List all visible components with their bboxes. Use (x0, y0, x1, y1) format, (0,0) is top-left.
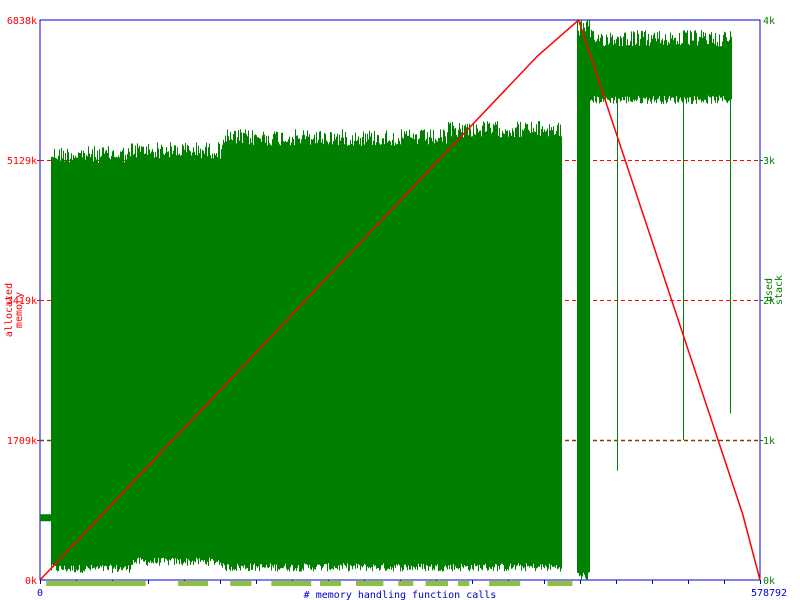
calls-bar (46, 581, 146, 586)
y-left-tick-label: 6838k (7, 16, 37, 27)
calls-bar (319, 581, 341, 586)
y-right-tick-label: 3k (763, 156, 775, 167)
y-left-axis-label: allocatedmemory (4, 283, 25, 337)
y-right-tick-label: 2k (763, 296, 775, 307)
y-left-tick-labels: 0k 1709k 3419k 5129k 6838k (7, 16, 37, 587)
stack-segment (40, 514, 51, 522)
calls-bar (398, 581, 414, 586)
calls-bar (178, 581, 208, 586)
stack-segment (590, 29, 732, 104)
x-tick-label-start: 0 (37, 588, 43, 599)
stack-segment (222, 129, 447, 572)
y-left-tick-label: 0k (25, 576, 37, 587)
calls-bar (230, 581, 252, 586)
y-left-tick-label: 5129k (7, 156, 37, 167)
calls-bar (489, 581, 521, 586)
stack-segment (447, 120, 562, 572)
calls-bar-strip (46, 581, 573, 586)
calls-bar (356, 581, 384, 586)
y-right-tick-labels: 0k 1k 2k 3k 4k (763, 16, 775, 587)
memory-line (39, 18, 761, 581)
calls-bar (547, 581, 573, 586)
calls-bar (458, 581, 470, 586)
x-tick-label-end: 578792 (751, 588, 787, 599)
calls-bar (271, 581, 312, 586)
y-right-tick-label: 1k (763, 436, 775, 447)
y-right-axis-label: usedstack (764, 275, 785, 305)
y-left-tick-label: 1709k (7, 436, 37, 447)
x-axis-label: # memory handling function calls (304, 590, 497, 600)
y-right-tick-label: 4k (763, 16, 775, 27)
stack-series (40, 20, 732, 580)
y-right-tick-label: 0k (763, 576, 775, 587)
stack-segment (51, 146, 131, 573)
stack-segment (131, 142, 222, 566)
calls-bar (425, 581, 448, 586)
y-left-tick-label: 3419k (7, 296, 37, 307)
memory-series (39, 18, 761, 581)
